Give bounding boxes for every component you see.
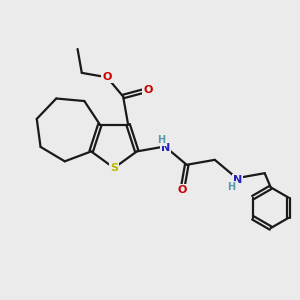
Text: N: N bbox=[161, 143, 170, 153]
Text: H: H bbox=[157, 135, 165, 145]
Text: O: O bbox=[102, 72, 112, 82]
Text: H: H bbox=[227, 182, 235, 192]
Text: N: N bbox=[233, 175, 242, 185]
Text: O: O bbox=[143, 85, 153, 95]
Text: S: S bbox=[110, 163, 118, 173]
Text: O: O bbox=[178, 185, 187, 195]
